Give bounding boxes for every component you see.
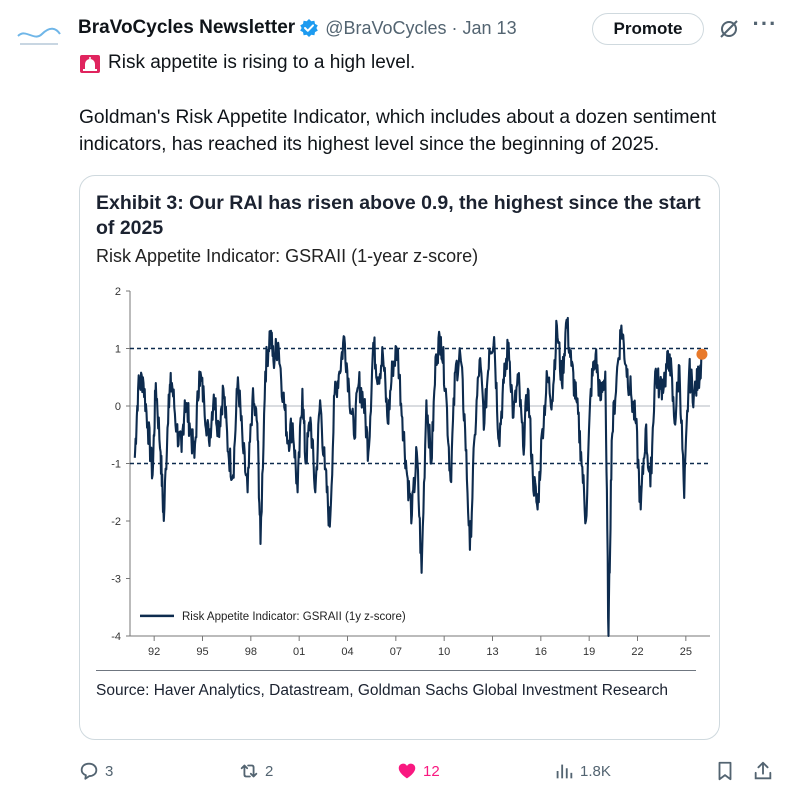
promote-button[interactable]: Promote — [592, 13, 704, 45]
source-divider — [96, 670, 696, 671]
x-tick-label: 95 — [196, 646, 208, 658]
y-tick-label: -2 — [111, 516, 121, 528]
y-tick-label: 0 — [115, 401, 121, 413]
repost-count: 2 — [265, 762, 274, 780]
legend-label: Risk Appetite Indicator: GSRAII (1y z-sc… — [182, 611, 406, 623]
reply-button[interactable]: 3 — [78, 754, 113, 788]
share-button[interactable] — [752, 754, 779, 788]
analytics-icon — [556, 764, 573, 779]
repost-button[interactable]: 2 — [238, 754, 273, 788]
avatar[interactable] — [14, 22, 64, 56]
y-tick-label: -3 — [111, 574, 121, 586]
x-tick-label: 92 — [148, 646, 160, 658]
risk-appetite-chart: 210-1-2-3-492 95 98 01 04 07 10 13 16 19 22 25Risk … — [111, 286, 710, 658]
x-tick-label: 04 — [341, 646, 353, 658]
x-tick-label: 98 — [245, 646, 257, 658]
action-bar: 3 2 12 1.8K — [0, 754, 800, 788]
view-count: 1.8K — [580, 762, 611, 780]
x-tick-label: 07 — [390, 646, 402, 658]
heart-icon — [398, 763, 416, 779]
x-tick-label: 01 — [293, 646, 305, 658]
x-tick-label: 16 — [535, 646, 547, 658]
x-tick-label: 19 — [583, 646, 595, 658]
repost-icon — [240, 764, 258, 778]
author-handle[interactable]: @BraVoCycles — [325, 17, 447, 38]
y-tick-label: 2 — [115, 286, 121, 298]
media-card[interactable]: Exhibit 3: Our RAI has risen above 0.9, … — [79, 175, 720, 740]
x-tick-label: 10 — [438, 646, 450, 658]
tweet-header: BraVoCycles Newsletter @BraVoCycles · Ja… — [78, 10, 598, 46]
tweet-headline: Risk appetite is rising to a high level. — [108, 52, 416, 73]
tweet-body: Goldman's Risk Appetite Indicator, which… — [79, 107, 717, 155]
author-name[interactable]: BraVoCycles Newsletter — [78, 17, 296, 38]
y-tick-label: -4 — [111, 631, 121, 643]
post-date[interactable]: Jan 13 — [462, 17, 517, 38]
x-tick-label: 25 — [680, 646, 692, 658]
like-button[interactable]: 12 — [396, 754, 440, 788]
share-icon — [754, 761, 772, 780]
views-button[interactable]: 1.8K — [553, 754, 611, 788]
reply-icon — [80, 762, 98, 780]
reply-count: 3 — [105, 762, 114, 780]
bookmark-button[interactable] — [714, 754, 741, 788]
y-tick-label: -1 — [111, 459, 121, 471]
exhibit-title: Exhibit 3: Our RAI has risen above 0.9, … — [96, 192, 701, 239]
x-tick-label: 22 — [631, 646, 643, 658]
grok-icon[interactable] — [718, 18, 740, 40]
latest-value-marker — [696, 348, 708, 360]
more-options-icon[interactable]: ··· — [752, 11, 778, 36]
like-count: 12 — [423, 762, 440, 780]
rotating-light-icon — [79, 54, 101, 74]
exhibit-subtitle: Risk Appetite Indicator: GSRAII (1-year … — [96, 246, 479, 266]
source-note: Source: Haver Analytics, Datastream, Gol… — [96, 682, 669, 699]
gsraii-series-line — [133, 316, 703, 638]
bookmark-icon — [718, 761, 732, 781]
verified-badge-icon — [299, 18, 319, 38]
avatar-wave-logo — [17, 27, 61, 45]
separator-dot: · — [451, 17, 458, 38]
y-tick-label: 1 — [115, 344, 121, 356]
x-tick-label: 13 — [486, 646, 498, 658]
